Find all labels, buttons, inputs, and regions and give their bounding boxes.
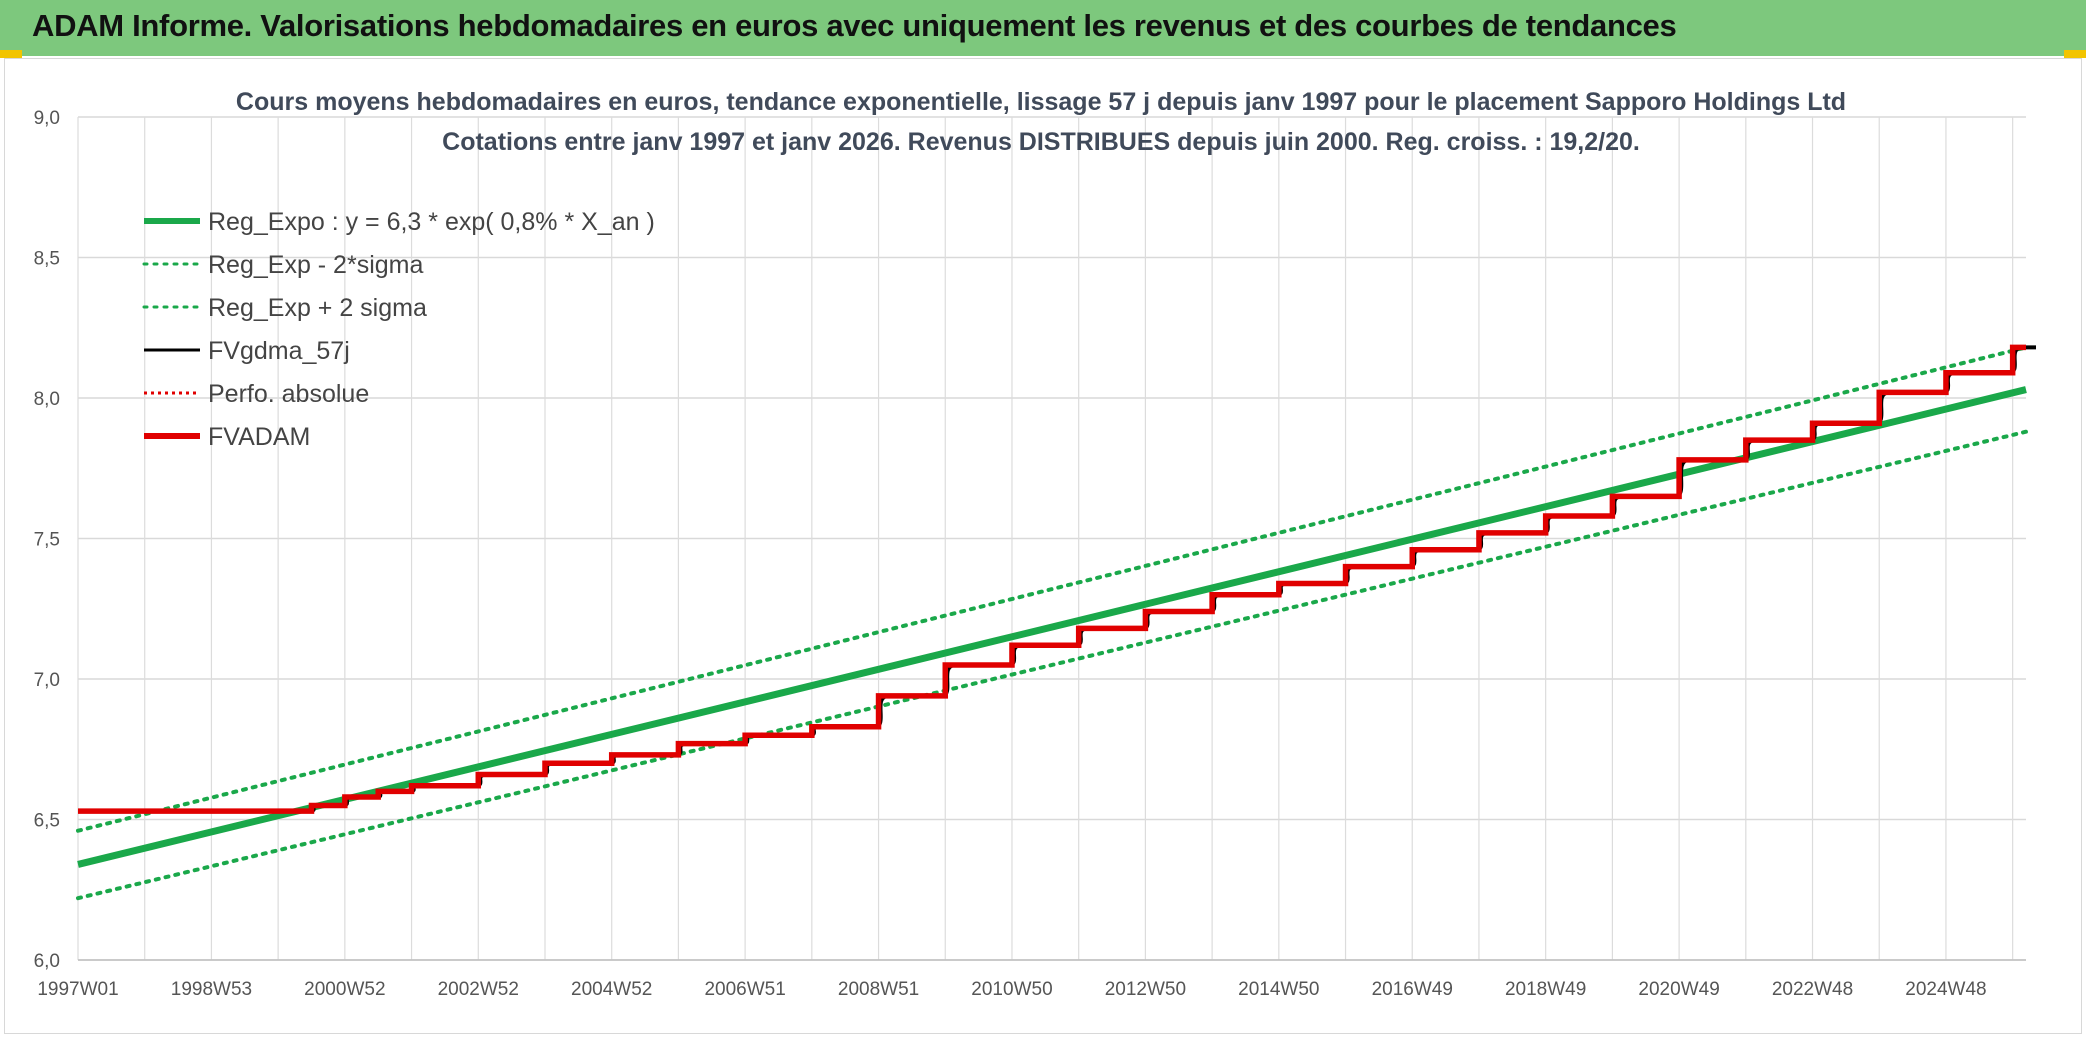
chart-titles: Cours moyens hebdomadaires en euros, ten… bbox=[236, 88, 1846, 156]
x-tick-label: 2006W51 bbox=[704, 979, 785, 1000]
x-tick-label: 1997W01 bbox=[37, 979, 118, 1000]
legend-entry: Reg_Exp + 2 sigma bbox=[208, 294, 427, 322]
chart-series bbox=[76, 344, 2037, 901]
x-tick-label: 2020W49 bbox=[1638, 979, 1719, 1000]
y-tick-label: 8,0 bbox=[34, 389, 60, 410]
y-tick-label: 7,0 bbox=[34, 670, 60, 691]
x-tick-label: 2016W49 bbox=[1372, 979, 1453, 1000]
x-tick-label: 1998W53 bbox=[171, 979, 252, 1000]
x-tick-label: 2022W48 bbox=[1772, 979, 1853, 1000]
legend-entry: Reg_Expo : y = 6,3 * exp( 0,8% * X_an ) bbox=[208, 208, 655, 236]
series-line-1 bbox=[76, 429, 2028, 901]
series-fvgdma-line bbox=[78, 345, 2037, 814]
y-tick-label: 8,5 bbox=[34, 249, 60, 270]
y-tick-label: 7,5 bbox=[34, 530, 60, 551]
chart-frame bbox=[4, 58, 2082, 1034]
x-tick-label: 2010W50 bbox=[971, 979, 1052, 1000]
corner-accent-right bbox=[2064, 50, 2086, 58]
x-tick-label: 2014W50 bbox=[1238, 979, 1319, 1000]
page-title: ADAM Informe. Valorisations hebdomadaire… bbox=[32, 8, 1677, 43]
chart-grid bbox=[77, 116, 2026, 961]
x-tick-label: 2000W52 bbox=[304, 979, 385, 1000]
y-tick-label: 9,0 bbox=[34, 108, 60, 129]
legend-entry: Perfo. absolue bbox=[208, 380, 369, 408]
x-tick-label: 2004W52 bbox=[571, 979, 652, 1000]
x-tick-label: 2002W52 bbox=[438, 979, 519, 1000]
chart-title-line: Cours moyens hebdomadaires en euros, ten… bbox=[236, 88, 1846, 116]
legend-entry: FVgdma_57j bbox=[208, 337, 350, 365]
series-fvadam-line bbox=[78, 344, 2026, 814]
series-line-2 bbox=[76, 345, 2028, 833]
chart-legend: Reg_Expo : y = 6,3 * exp( 0,8% * X_an ) R… bbox=[142, 208, 655, 451]
x-tick-label: 2024W48 bbox=[1905, 979, 1986, 1000]
corner-accent-left bbox=[0, 50, 22, 58]
x-tick-label: 2008W51 bbox=[838, 979, 919, 1000]
x-tick-label: 2018W49 bbox=[1505, 979, 1586, 1000]
chart-axes: 6,0 6,5 7,0 7,5 8,0 8,5 9,0 1997W01 1998W53 2000W… bbox=[34, 108, 2026, 1000]
legend-entry: Reg_Exp - 2*sigma bbox=[208, 251, 423, 279]
header-banner: ADAM Informe. Valorisations hebdomadaire… bbox=[0, 0, 2086, 56]
y-tick-label: 6,5 bbox=[34, 811, 60, 832]
legend-entry: FVADAM bbox=[208, 423, 310, 451]
series-line-0 bbox=[77, 386, 2027, 868]
y-tick-label: 6,0 bbox=[34, 951, 60, 972]
x-tick-label: 2012W50 bbox=[1105, 979, 1186, 1000]
chart-title-line: Cotations entre janv 1997 et janv 2026. … bbox=[442, 128, 1640, 156]
